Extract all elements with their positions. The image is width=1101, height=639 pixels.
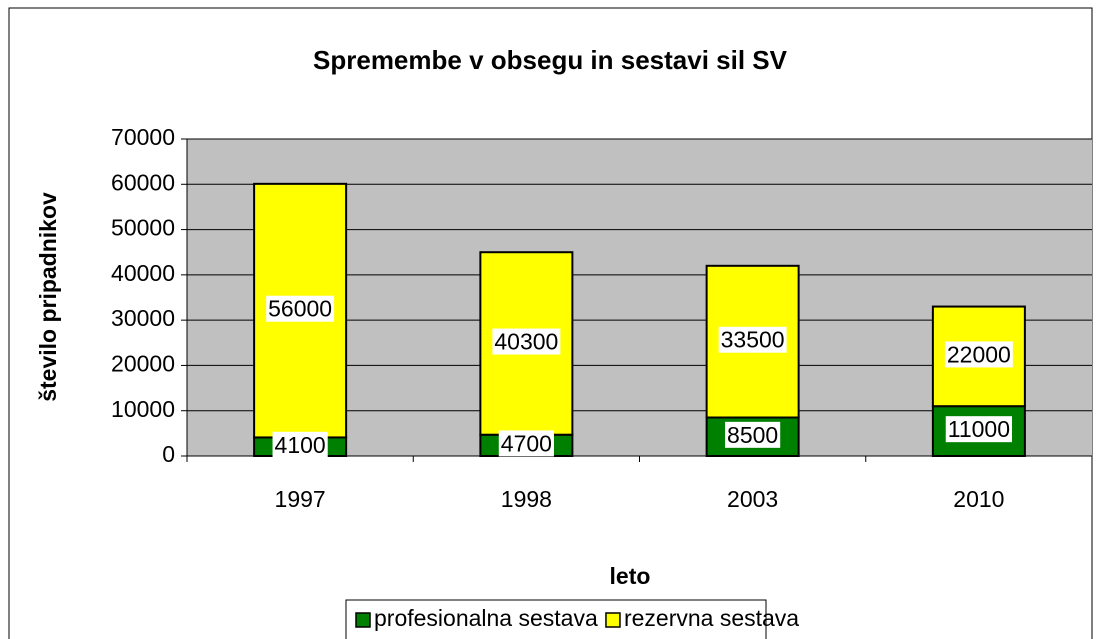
data-label: 11000: [948, 416, 1010, 442]
data-label-box: [272, 431, 328, 458]
data-label: 40300: [494, 329, 558, 355]
legend-label: rezervna sestava: [624, 605, 799, 631]
legend-box: [345, 599, 767, 639]
data-label: 8500: [727, 422, 778, 448]
legend-swatch: [605, 612, 621, 628]
data-label: 4100: [275, 432, 326, 458]
data-label: 33500: [721, 327, 785, 353]
x-tick-label: 1997: [275, 486, 326, 512]
chart-title: Spremembe v obsegu in sestavi sil SV: [313, 45, 788, 75]
data-label-box: [945, 416, 1013, 443]
x-tick-label: 1998: [501, 486, 552, 512]
y-axis-label: število pripadnikov: [35, 192, 61, 402]
data-label-box: [718, 326, 787, 353]
y-tick-label: 10000: [111, 396, 175, 422]
y-tick-label: 50000: [111, 215, 175, 241]
y-tick-label: 20000: [111, 351, 175, 377]
data-label: 22000: [947, 341, 1011, 367]
y-tick-label: 30000: [111, 305, 175, 331]
data-label-box: [492, 328, 561, 355]
y-tick-label: 60000: [111, 169, 175, 195]
data-label: 4700: [501, 430, 552, 456]
legend-label: profesionalna sestava: [374, 605, 598, 631]
y-tick-label: 0: [162, 441, 175, 467]
data-label: 56000: [268, 296, 332, 322]
x-tick-label: 2010: [953, 486, 1004, 512]
y-tick-label: 40000: [111, 260, 175, 286]
data-label-box: [944, 341, 1013, 368]
data-label-box: [725, 421, 781, 448]
y-tick-label: 70000: [111, 124, 175, 150]
data-label-box: [498, 430, 554, 457]
x-tick-label: 2003: [727, 486, 778, 512]
legend-swatch: [355, 612, 371, 628]
x-axis-label: leto: [610, 563, 651, 589]
data-label-box: [266, 295, 335, 322]
